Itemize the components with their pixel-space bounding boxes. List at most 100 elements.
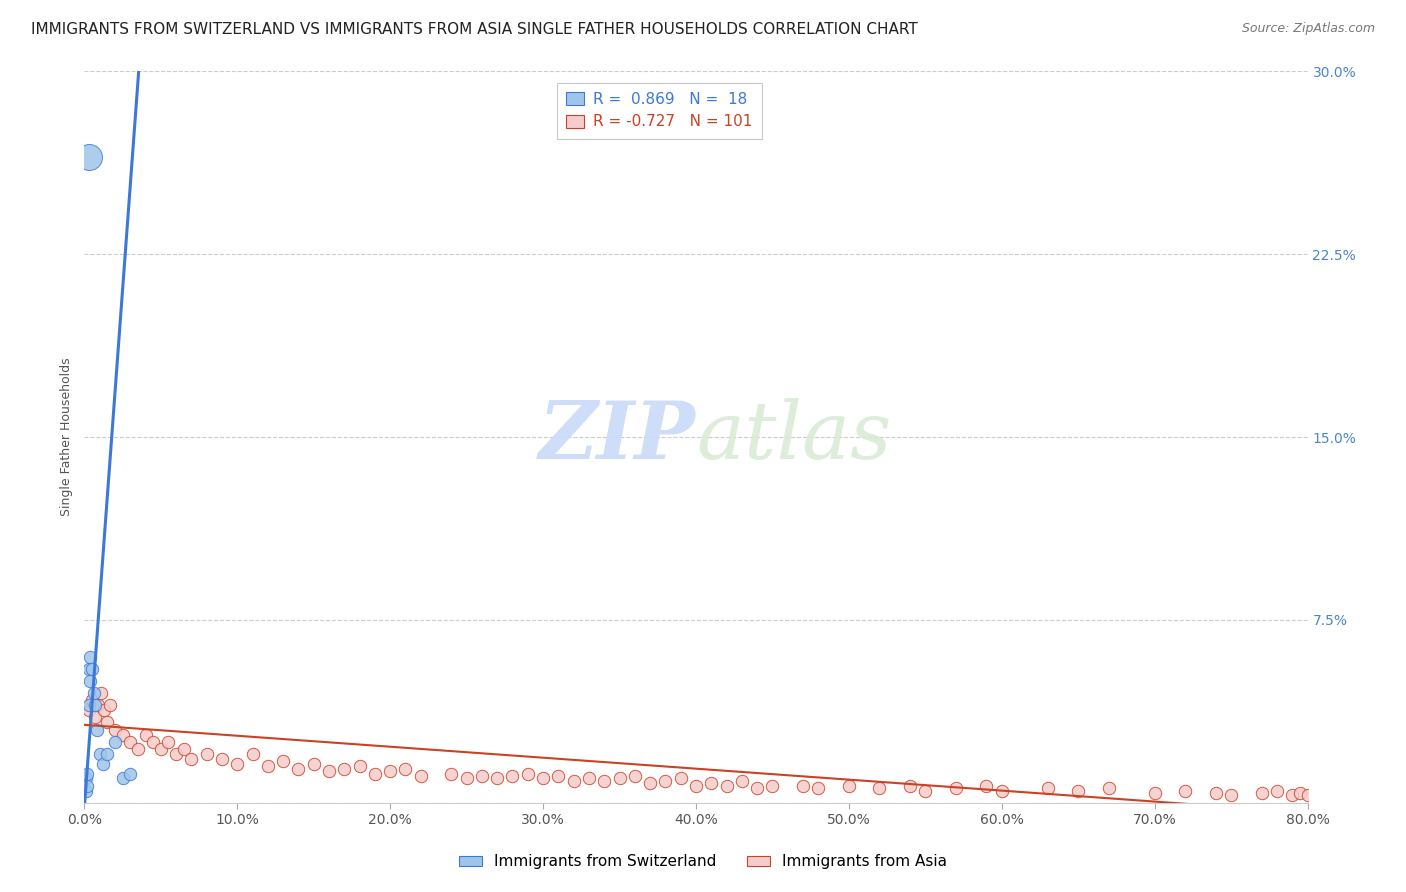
Point (1250, 786, 1272, 800)
Point (562, 773, 585, 788)
Point (747, 781, 769, 796)
Point (127, 742, 149, 756)
Point (976, 779, 998, 793)
Point (90, 686, 112, 700)
Point (87, 698, 110, 713)
Point (120, 735, 142, 749)
Point (96, 747, 118, 761)
Point (991, 783, 1014, 797)
Point (79, 649, 101, 664)
Point (77, 698, 100, 713)
Text: ZIP: ZIP (538, 399, 696, 475)
Point (945, 781, 967, 796)
Point (456, 772, 478, 786)
Point (669, 772, 692, 786)
Point (86, 723, 108, 737)
Point (409, 769, 432, 783)
Point (792, 779, 814, 793)
Text: atlas: atlas (696, 399, 891, 475)
Point (84, 698, 107, 713)
Point (80, 662, 103, 676)
Point (135, 727, 157, 741)
Point (1036, 781, 1059, 796)
Point (716, 779, 738, 793)
Point (157, 735, 180, 749)
Point (226, 756, 249, 771)
Point (440, 766, 463, 780)
Point (242, 747, 264, 761)
Point (1205, 786, 1227, 800)
Point (593, 773, 616, 788)
Point (638, 776, 661, 790)
Point (578, 772, 600, 786)
Point (98, 698, 121, 713)
Point (104, 735, 127, 749)
Point (624, 769, 647, 783)
Point (486, 772, 509, 786)
Point (685, 779, 707, 793)
Y-axis label: Single Father Households: Single Father Households (60, 358, 73, 516)
Point (869, 781, 891, 796)
Point (1289, 786, 1312, 800)
Point (1143, 786, 1166, 800)
Point (898, 779, 921, 793)
Point (96, 715, 118, 730)
Point (165, 747, 187, 761)
Point (104, 723, 127, 737)
Point (91, 756, 114, 771)
Point (807, 781, 830, 796)
Point (502, 769, 524, 783)
Point (180, 752, 202, 766)
Point (349, 759, 371, 773)
Point (394, 762, 416, 776)
Point (111, 727, 134, 741)
Point (111, 772, 134, 786)
Point (77, 703, 100, 717)
Legend: R =  0.869   N =  18, R = -0.727   N = 101: R = 0.869 N = 18, R = -0.727 N = 101 (557, 83, 762, 138)
Point (257, 759, 280, 773)
Point (76, 766, 98, 780)
Text: IMMIGRANTS FROM SWITZERLAND VS IMMIGRANTS FROM ASIA SINGLE FATHER HOUSEHOLDS COR: IMMIGRANTS FROM SWITZERLAND VS IMMIGRANT… (31, 22, 918, 37)
Point (1265, 783, 1288, 797)
Point (120, 766, 142, 780)
Point (195, 747, 218, 761)
Point (1098, 781, 1121, 796)
Point (516, 766, 538, 780)
Point (838, 779, 860, 793)
Point (75, 783, 97, 797)
Point (83, 686, 105, 700)
Point (654, 773, 676, 788)
Point (318, 764, 340, 778)
Point (471, 769, 494, 783)
Point (79, 673, 101, 688)
Point (914, 783, 936, 797)
Point (1296, 789, 1319, 803)
Point (149, 742, 172, 756)
Point (700, 776, 723, 790)
Point (1220, 789, 1243, 803)
Point (364, 766, 387, 780)
Point (547, 769, 569, 783)
Point (1281, 789, 1303, 803)
Point (211, 752, 233, 766)
Point (89, 747, 111, 761)
Point (84, 710, 107, 724)
Point (333, 762, 356, 776)
Point (302, 756, 325, 771)
Point (77, 150, 100, 164)
Legend: Immigrants from Switzerland, Immigrants from Asia: Immigrants from Switzerland, Immigrants … (453, 848, 953, 875)
Point (609, 772, 631, 786)
Point (77, 662, 100, 676)
Point (80, 693, 103, 707)
Point (173, 742, 195, 756)
Point (75, 772, 97, 786)
Point (761, 779, 783, 793)
Point (1067, 783, 1090, 797)
Point (731, 773, 754, 788)
Point (1174, 783, 1197, 797)
Text: Source: ZipAtlas.com: Source: ZipAtlas.com (1241, 22, 1375, 36)
Point (142, 735, 165, 749)
Point (271, 755, 294, 769)
Point (76, 779, 98, 793)
Point (93, 703, 115, 717)
